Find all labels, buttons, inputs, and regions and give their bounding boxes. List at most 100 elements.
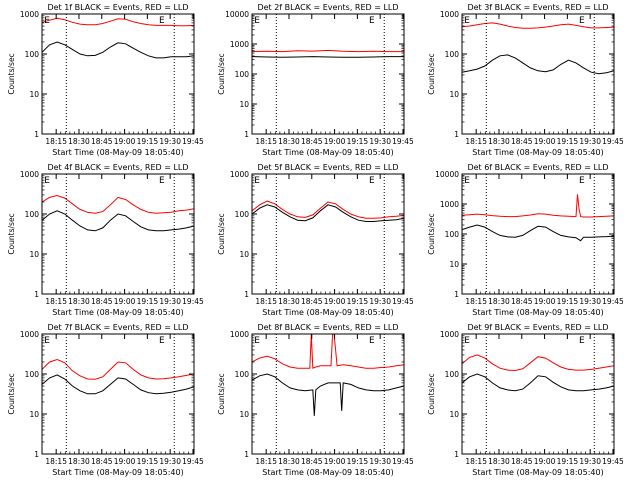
x-tick-label: 18:30 — [488, 297, 510, 306]
event-marker-label: E — [159, 336, 165, 346]
y-tick-label: 100 — [25, 50, 40, 59]
x-tick-label: 18:15 — [465, 297, 487, 306]
x-tick-label: 19:30 — [369, 457, 391, 466]
panel-4: Det 4f BLACK = Events, RED = LLD E E 1 10 100… — [7, 163, 204, 317]
x-tick-label: 19:00 — [324, 137, 346, 146]
y-axis-label: Counts/sec — [7, 53, 16, 94]
plot-frame — [461, 333, 615, 455]
x-axis-label: Start Time (08-May-09 18:05:40) — [52, 148, 183, 157]
x-tick-label: 19:45 — [182, 297, 204, 306]
panel-title: Det 4f BLACK = Events, RED = LLD — [47, 163, 188, 172]
series-line-events — [251, 204, 405, 222]
y-tick-label: 1000 — [230, 330, 249, 339]
y-tick-label: 1 — [244, 450, 249, 459]
x-axis-label: Start Time (08-May-09 18:05:40) — [262, 148, 393, 157]
y-tick-label: 1 — [34, 450, 39, 459]
x-tick-label: 19:15 — [347, 297, 369, 306]
x-tick-label: 19:15 — [137, 137, 159, 146]
x-tick-label: 18:15 — [45, 137, 67, 146]
event-marker-label: E — [464, 336, 470, 346]
y-tick-label: 100 — [445, 50, 460, 59]
y-tick-label: 10 — [449, 260, 459, 269]
x-tick-label: 19:00 — [534, 297, 556, 306]
event-marker-label: E — [159, 16, 165, 26]
panel-8: Det 8f BLACK = Events, RED = LLD E E 1 10 100… — [217, 323, 414, 477]
x-tick-label: 18:30 — [488, 457, 510, 466]
y-axis-label: Counts/sec — [217, 373, 226, 414]
y-tick-label: 10 — [29, 410, 39, 419]
y-tick-label: 1000 — [20, 170, 39, 179]
plot-frame — [461, 173, 615, 295]
panel-1: Det 1f BLACK = Events, RED = LLD E E 1 10 100… — [7, 3, 204, 157]
y-tick-label: 1 — [454, 290, 459, 299]
y-tick-label: 100 — [25, 210, 40, 219]
x-tick-label: 19:45 — [392, 457, 414, 466]
y-tick-label: 10000 — [435, 170, 459, 179]
x-tick-label: 19:45 — [182, 137, 204, 146]
panel-title: Det 8f BLACK = Events, RED = LLD — [257, 323, 398, 332]
y-tick-label: 100 — [235, 70, 250, 79]
series-line-lld — [461, 354, 615, 372]
x-tick-label: 18:45 — [301, 137, 323, 146]
plot-frame — [41, 173, 195, 295]
y-tick-label: 1 — [34, 290, 39, 299]
x-axis-label: Start Time (08-May-09 18:05:40) — [262, 308, 393, 317]
x-tick-label: 18:30 — [68, 137, 90, 146]
x-tick-label: 19:00 — [114, 297, 136, 306]
y-tick-label: 10 — [239, 250, 249, 259]
x-tick-label: 18:15 — [465, 137, 487, 146]
x-tick-label: 18:15 — [255, 297, 277, 306]
y-tick-label: 10000 — [225, 10, 249, 19]
series-line-events — [41, 41, 195, 59]
panel-3: Det 3f BLACK = Events, RED = LLD E E 1 10 100… — [427, 3, 624, 157]
x-tick-label: 19:30 — [369, 137, 391, 146]
x-axis-label: Start Time (08-May-09 18:05:40) — [52, 468, 183, 477]
x-tick-label: 18:15 — [255, 137, 277, 146]
panel-6: Det 6f BLACK = Events, RED = LLD E E 1 10 100… — [427, 163, 624, 317]
y-tick-label: 10 — [239, 410, 249, 419]
event-marker-label: E — [579, 16, 585, 26]
y-axis-label: Counts/sec — [427, 373, 436, 414]
x-tick-label: 19:15 — [137, 457, 159, 466]
x-tick-label: 18:45 — [91, 297, 113, 306]
y-tick-label: 1 — [244, 130, 249, 139]
plot-frame — [41, 13, 195, 135]
x-tick-label: 19:15 — [557, 297, 579, 306]
y-tick-label: 1 — [34, 130, 39, 139]
series-line-lld — [41, 17, 195, 27]
x-tick-label: 18:45 — [91, 137, 113, 146]
x-tick-label: 18:45 — [511, 457, 533, 466]
x-tick-label: 19:45 — [392, 137, 414, 146]
y-tick-label: 100 — [25, 370, 40, 379]
x-tick-label: 19:30 — [159, 457, 181, 466]
plot-frame — [41, 333, 195, 455]
x-axis-label: Start Time (08-May-09 18:05:40) — [472, 308, 603, 317]
event-marker-label: E — [254, 16, 260, 26]
y-axis-label: Counts/sec — [427, 213, 436, 254]
x-axis-label: Start Time (08-May-09 18:05:40) — [52, 308, 183, 317]
x-tick-label: 18:15 — [45, 457, 67, 466]
y-axis-label: Counts/sec — [217, 53, 226, 94]
y-tick-label: 10 — [29, 90, 39, 99]
y-tick-label: 100 — [235, 370, 250, 379]
panel-title: Det 7f BLACK = Events, RED = LLD — [47, 323, 188, 332]
x-tick-label: 19:30 — [579, 137, 601, 146]
panel-5: Det 5f BLACK = Events, RED = LLD E E 1 10 100… — [217, 163, 414, 317]
x-tick-label: 19:30 — [579, 457, 601, 466]
x-tick-label: 18:45 — [301, 297, 323, 306]
series-line-lld — [461, 22, 615, 29]
x-tick-label: 19:45 — [602, 297, 624, 306]
plot-frame — [251, 13, 405, 135]
x-tick-label: 18:15 — [45, 297, 67, 306]
event-marker-label: E — [579, 336, 585, 346]
event-marker-label: E — [254, 336, 260, 346]
y-tick-label: 1 — [454, 450, 459, 459]
event-marker-label: E — [464, 16, 470, 26]
x-tick-label: 19:45 — [602, 457, 624, 466]
x-tick-label: 19:00 — [114, 137, 136, 146]
panel-title: Det 3f BLACK = Events, RED = LLD — [467, 3, 608, 12]
event-marker-label: E — [159, 176, 165, 186]
x-tick-label: 18:30 — [68, 297, 90, 306]
y-axis-label: Counts/sec — [7, 373, 16, 414]
